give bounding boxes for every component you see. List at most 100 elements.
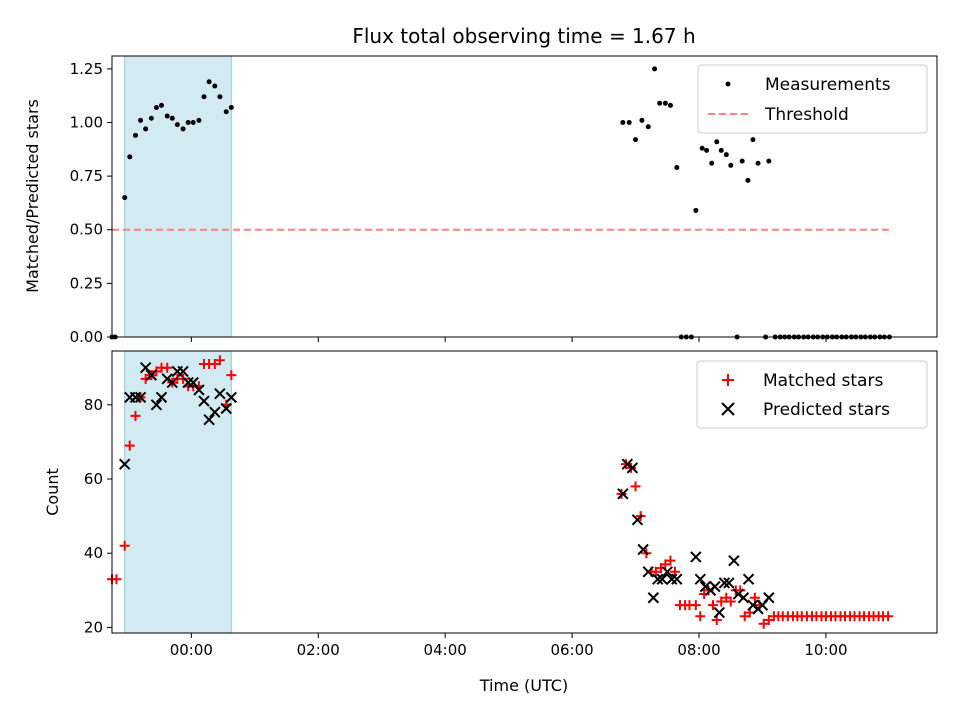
point-matched-stars: [209, 358, 220, 369]
point-measurements: [693, 207, 699, 213]
top-axes: 0.00 0.25 0.50 0.75 1.00 1.25: [70, 60, 827, 346]
point-matched-stars: [124, 440, 135, 451]
point-matched-stars: [660, 559, 671, 570]
bottom-legend-box: [696, 360, 928, 429]
top-chart-title: Flux total observing time = 1.67 h: [352, 24, 695, 48]
point-measurements: [180, 126, 186, 132]
point-predicted-stars: [155, 391, 168, 404]
point-predicted-stars: [129, 391, 142, 404]
legend-label-threshold: Threshold: [764, 105, 849, 125]
point-matched-stars: [690, 600, 701, 611]
point-measurements: [138, 117, 144, 123]
point-measurements: [148, 115, 154, 121]
point-predicted-stars: [198, 395, 210, 407]
point-matched-stars: [130, 410, 141, 421]
point-predicted-stars: [193, 384, 205, 396]
point-predicted-stars: [690, 551, 702, 563]
point-predicted-stars: [723, 577, 735, 589]
point-matched-stars: [119, 540, 130, 551]
point-measurements: [196, 117, 202, 123]
point-predicted-stars: [166, 376, 178, 389]
point-predicted-stars: [737, 592, 750, 604]
point-matched-stars: [707, 600, 718, 611]
point-predicted-stars: [713, 606, 726, 619]
point-measurements: [755, 160, 761, 166]
point-measurements: [766, 158, 772, 164]
point-measurements: [709, 160, 715, 166]
top-y-tick-label: 1.25: [70, 60, 103, 78]
top-y-tick-label: 0.75: [70, 167, 103, 185]
top-y-tick-label: 0.00: [70, 328, 103, 346]
top-legend: Measurements Threshold: [697, 64, 928, 134]
point-measurements: [153, 104, 159, 110]
point-predicted-stars: [631, 514, 644, 526]
bottom-x-tick-label: 06:00: [550, 641, 593, 659]
point-predicted-stars: [652, 573, 664, 585]
point-predicted-stars: [626, 462, 639, 474]
point-measurements: [704, 147, 710, 153]
bottom-plot-area: [107, 355, 894, 629]
bottom-x-tick-label: 04:00: [424, 641, 467, 659]
point-predicted-stars: [214, 387, 226, 400]
bottom-y-tick-label: 60: [84, 470, 103, 488]
point-measurements: [626, 119, 632, 125]
legend-label-predicted-stars: Predicted stars: [763, 400, 890, 420]
point-measurements: [714, 139, 720, 145]
point-predicted-stars: [718, 577, 731, 589]
point-predicted-stars: [225, 391, 238, 404]
point-matched-stars: [111, 574, 122, 585]
point-measurements: [212, 83, 218, 89]
point-predicted-stars: [666, 573, 678, 585]
point-matched-stars: [162, 362, 173, 373]
point-matched-stars: [711, 615, 722, 626]
legend-marker-predicted-stars: [721, 402, 735, 416]
bottom-x-tick-label: 08:00: [677, 641, 720, 659]
point-measurements: [143, 126, 149, 132]
point-measurements: [699, 145, 705, 151]
point-predicted-stars: [209, 406, 221, 418]
point-measurements: [645, 124, 651, 130]
top-y-tick-label: 0.50: [70, 221, 103, 239]
point-predicted-stars: [694, 573, 706, 585]
top-y-tick-label: 0.25: [70, 274, 103, 292]
point-matched-stars: [665, 555, 676, 566]
bottom-axes-frame: [111, 350, 938, 634]
point-matched-stars: [226, 370, 237, 381]
point-matched-stars: [214, 355, 225, 366]
point-predicted-stars: [637, 543, 649, 556]
bottom-y-tick-label: 20: [84, 618, 103, 636]
point-predicted-stars: [187, 376, 199, 389]
legend-label-measurements: Measurements: [765, 75, 891, 95]
point-predicted-stars: [139, 361, 152, 374]
top-panel: Flux total observing time = 1.67 h 0.000…: [23, 24, 938, 346]
point-measurements: [718, 147, 724, 153]
legend-marker-measurements: [725, 81, 731, 87]
point-measurements: [739, 158, 745, 164]
point-measurements: [127, 154, 133, 160]
legend-label-matched-stars: Matched stars: [763, 371, 883, 391]
point-measurements: [652, 66, 658, 72]
bottom-y-tick-label: 80: [84, 396, 103, 414]
point-measurements: [206, 79, 212, 85]
point-predicted-stars: [203, 413, 215, 426]
point-matched-stars: [883, 611, 894, 622]
point-predicted-stars: [661, 566, 673, 578]
point-matched-stars: [763, 615, 774, 626]
point-measurements: [223, 109, 229, 115]
point-measurements: [169, 115, 175, 121]
point-matched-stars: [716, 596, 727, 607]
top-shaded-span: [124, 55, 232, 338]
point-measurements: [728, 162, 734, 168]
point-predicted-stars: [728, 554, 740, 567]
point-matched-stars: [749, 592, 760, 603]
point-measurements: [174, 122, 180, 128]
point-measurements: [122, 195, 128, 201]
point-matched-stars: [650, 566, 661, 577]
top-y-tick-label: 1.00: [70, 113, 103, 131]
point-predicted-stars: [742, 573, 755, 585]
point-predicted-stars: [671, 573, 683, 585]
point-matched-stars: [739, 611, 750, 622]
point-predicted-stars: [642, 566, 654, 578]
point-measurements: [620, 119, 626, 125]
